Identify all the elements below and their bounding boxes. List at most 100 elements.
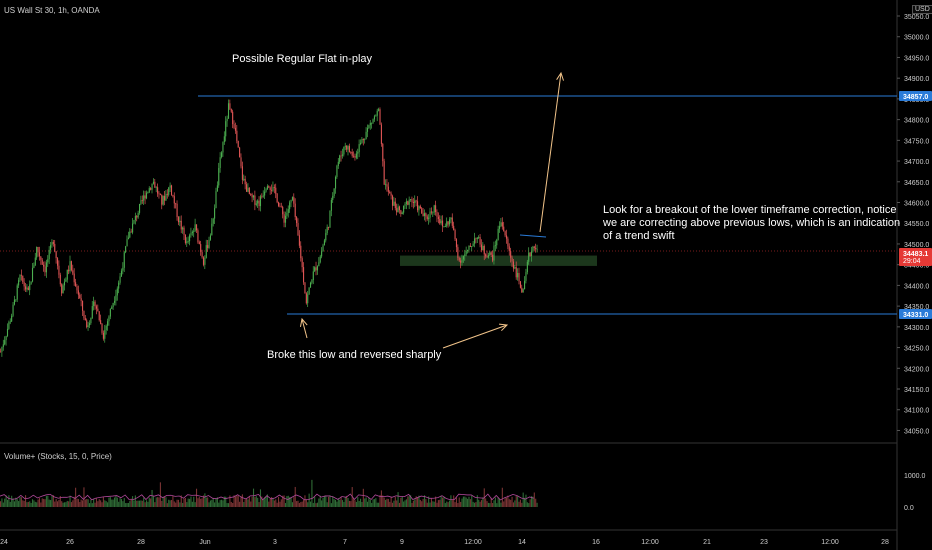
volume-bar — [97, 501, 99, 507]
volume-bar — [34, 501, 36, 507]
volume-bar — [255, 496, 257, 507]
volume-bar — [265, 496, 267, 507]
candle-body — [200, 244, 202, 252]
candle-body — [296, 217, 298, 224]
volume-bar — [353, 498, 355, 507]
candle-body — [460, 260, 462, 263]
volume-bar — [437, 500, 439, 507]
volume-bar — [205, 497, 207, 507]
candle-body — [4, 340, 6, 345]
candle-body — [323, 240, 325, 246]
candle-body — [437, 216, 439, 220]
volume-bar — [230, 501, 232, 507]
candle-body — [95, 306, 98, 309]
candle-body — [34, 257, 36, 266]
x-tick-label: 26 — [66, 539, 74, 546]
volume-bar — [529, 499, 531, 507]
candle-body — [241, 166, 243, 180]
candle-body — [336, 166, 338, 177]
candle-body — [528, 252, 530, 262]
time-axis: 24 26 28 Jun 3 7 9 12:00 14 16 12:00 21 23 12:00 28 — [0, 539, 889, 546]
candle-body — [109, 308, 111, 317]
candle-body — [141, 200, 143, 201]
candle-body — [326, 226, 328, 234]
volume-indicator-title[interactable]: Volume+ (Stocks, 15, 0, Price) — [4, 452, 112, 461]
volume-bar — [105, 501, 107, 507]
volume-bar — [214, 502, 216, 507]
candle-body — [240, 157, 242, 167]
candle-body — [378, 109, 380, 111]
candle-body — [357, 152, 359, 154]
volume-bar — [33, 500, 35, 507]
volume-bar — [198, 497, 200, 507]
x-tick-label: 24 — [0, 539, 8, 546]
volume-bar — [189, 498, 191, 507]
candle-body — [404, 204, 406, 206]
volume-bar — [15, 497, 17, 507]
candle-body — [172, 194, 174, 197]
candle-body — [522, 289, 524, 293]
volume-bar — [87, 499, 89, 507]
volume-bar — [393, 500, 395, 507]
candle-body — [179, 220, 181, 223]
volume-bar — [303, 500, 305, 507]
y-tick-label: 35050.0 — [904, 14, 929, 21]
volume-bar — [70, 502, 72, 507]
volume-bar — [43, 498, 45, 507]
volume-bar — [418, 495, 420, 507]
volume-bar — [479, 501, 481, 507]
candle-body — [419, 206, 421, 209]
candle-body — [68, 269, 70, 272]
volume-bar — [139, 500, 141, 507]
candle-body — [325, 233, 327, 241]
lower-level-badge-bg — [899, 309, 932, 319]
last-price-badge-bg — [899, 247, 932, 266]
volume-bar — [493, 500, 495, 507]
candle-body — [43, 264, 45, 267]
volume-bar — [419, 499, 421, 507]
candle-body — [486, 256, 488, 258]
y-tick-label: 34800.0 — [904, 118, 929, 125]
candle-body — [202, 257, 205, 265]
candle-body — [343, 146, 345, 155]
volume-bar — [499, 499, 501, 507]
candle-body — [29, 284, 31, 291]
candle-body — [483, 245, 485, 255]
candle-body — [414, 200, 416, 204]
candle-body — [16, 285, 18, 300]
volume-bar — [429, 502, 431, 507]
volume-bar — [518, 501, 520, 507]
volume-bar — [98, 499, 100, 507]
volume-bar — [90, 499, 92, 507]
volume-bar — [454, 502, 456, 507]
volume-bar — [404, 500, 406, 507]
candle-body — [127, 237, 129, 240]
candle-body — [56, 258, 59, 266]
volume-bar — [133, 500, 135, 507]
volume-bar — [150, 498, 152, 507]
candle-body — [485, 254, 487, 257]
candle-body — [212, 218, 214, 224]
volume-bar — [346, 495, 348, 507]
candle-body — [214, 208, 216, 219]
candle-body — [478, 237, 480, 238]
volume-bar — [323, 496, 325, 507]
volume-bar — [215, 498, 217, 507]
candle-body — [354, 156, 356, 158]
volume-bar — [471, 495, 473, 507]
volume-bar — [535, 498, 537, 507]
candle-body — [314, 267, 316, 272]
volume-bar — [25, 495, 27, 507]
candle-body — [208, 239, 210, 248]
candle-body — [6, 328, 9, 337]
volume-bar — [54, 501, 56, 507]
y-tick-label: 35000.0 — [904, 35, 929, 42]
volume-bar — [333, 499, 335, 507]
volume-bar — [422, 498, 424, 507]
volume-bar — [309, 501, 312, 507]
candle-body — [347, 146, 349, 150]
volume-bar — [91, 503, 93, 507]
candle-body — [229, 103, 231, 109]
candle-body — [418, 206, 420, 211]
